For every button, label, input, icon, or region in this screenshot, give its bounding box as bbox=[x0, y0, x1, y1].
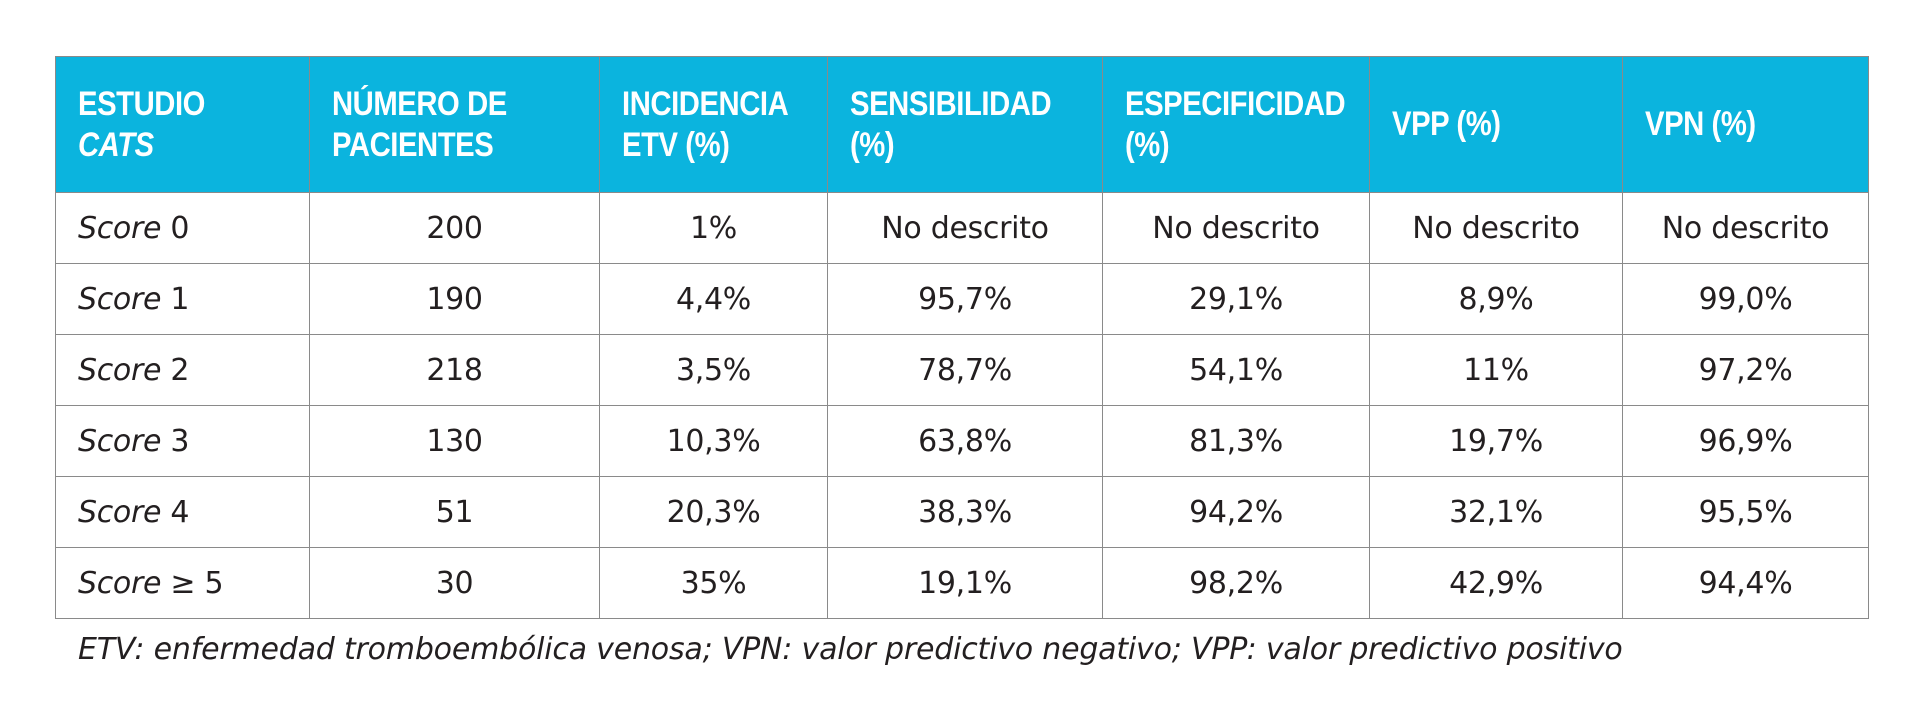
header-vpn: VPN (%) bbox=[1622, 56, 1869, 193]
cell-score: Score 3 bbox=[55, 405, 310, 477]
cell-sensitivity: 19,1% bbox=[827, 547, 1103, 619]
score-value: 4 bbox=[161, 494, 190, 530]
header-vpn-label: VPN (%) bbox=[1645, 105, 1756, 144]
cell-ppv: 11% bbox=[1369, 334, 1623, 406]
cell-patients: 130 bbox=[309, 405, 600, 477]
cell-incidence: 4,4% bbox=[599, 263, 828, 335]
score-word: Score bbox=[78, 423, 162, 459]
score-word: Score bbox=[78, 494, 162, 530]
table-row: Score 4 51 20,3% 38,3% 94,2% 32,1% 95,5% bbox=[55, 476, 1869, 548]
cell-sensitivity: 78,7% bbox=[827, 334, 1103, 406]
score-value: ≥ 5 bbox=[161, 565, 224, 601]
cell-sensitivity: No descrito bbox=[827, 192, 1103, 264]
header-incidencia-etv-label: INCIDENCIA ETV (%) bbox=[622, 84, 789, 164]
header-especificidad: ESPECIFICIDAD (%) bbox=[1102, 56, 1370, 193]
cell-specificity: 29,1% bbox=[1102, 263, 1370, 335]
header-vpp: VPP (%) bbox=[1369, 56, 1623, 193]
cell-npv: 97,2% bbox=[1622, 334, 1869, 406]
table-row: Score 3 130 10,3% 63,8% 81,3% 19,7% 96,9… bbox=[55, 405, 1869, 477]
score-value: 2 bbox=[161, 352, 190, 388]
header-numero-pacientes-label: NÚMERO DE PACIENTES bbox=[332, 84, 507, 164]
cell-score: Score 1 bbox=[55, 263, 310, 335]
cell-incidence: 10,3% bbox=[599, 405, 828, 477]
table-row: Score 0 200 1% No descrito No descrito N… bbox=[55, 192, 1869, 264]
score-value: 3 bbox=[161, 423, 190, 459]
cell-patients: 51 bbox=[309, 476, 600, 548]
score-word: Score bbox=[78, 352, 162, 388]
cell-incidence: 20,3% bbox=[599, 476, 828, 548]
cell-npv: 99,0% bbox=[1622, 263, 1869, 335]
cell-ppv: No descrito bbox=[1369, 192, 1623, 264]
header-sensibilidad: SENSIBILIDAD (%) bbox=[827, 56, 1103, 193]
cell-ppv: 8,9% bbox=[1369, 263, 1623, 335]
header-incidencia-etv: INCIDENCIA ETV (%) bbox=[599, 56, 828, 193]
header-estudio-label: ESTUDIO bbox=[78, 84, 205, 123]
cell-sensitivity: 38,3% bbox=[827, 476, 1103, 548]
cell-score: Score 2 bbox=[55, 334, 310, 406]
header-especificidad-label: ESPECIFICIDAD (%) bbox=[1125, 84, 1346, 164]
score-word: Score bbox=[78, 210, 162, 246]
table-row: Score 2 218 3,5% 78,7% 54,1% 11% 97,2% bbox=[55, 334, 1869, 406]
cell-score: Score ≥ 5 bbox=[55, 547, 310, 619]
cell-npv: 94,4% bbox=[1622, 547, 1869, 619]
table-header: ESTUDIO CATS NÚMERO DE PACIENTES INCIDEN… bbox=[55, 56, 1869, 193]
score-value: 0 bbox=[161, 210, 190, 246]
score-word: Score bbox=[78, 565, 162, 601]
cats-score-table: ESTUDIO CATS NÚMERO DE PACIENTES INCIDEN… bbox=[55, 56, 1869, 619]
cell-incidence: 35% bbox=[599, 547, 828, 619]
header-row: ESTUDIO CATS NÚMERO DE PACIENTES INCIDEN… bbox=[55, 56, 1869, 193]
cell-ppv: 32,1% bbox=[1369, 476, 1623, 548]
cell-sensitivity: 95,7% bbox=[827, 263, 1103, 335]
cell-specificity: No descrito bbox=[1102, 192, 1370, 264]
header-numero-pacientes: NÚMERO DE PACIENTES bbox=[309, 56, 600, 193]
cats-score-table-container: ESTUDIO CATS NÚMERO DE PACIENTES INCIDEN… bbox=[55, 56, 1869, 619]
cell-specificity: 81,3% bbox=[1102, 405, 1370, 477]
cell-patients: 218 bbox=[309, 334, 600, 406]
table-row: Score ≥ 5 30 35% 19,1% 98,2% 42,9% 94,4% bbox=[55, 547, 1869, 619]
cell-patients: 190 bbox=[309, 263, 600, 335]
cell-npv: 95,5% bbox=[1622, 476, 1869, 548]
table-footnote: ETV: enfermedad tromboembólica venosa; V… bbox=[78, 632, 1623, 667]
header-sensibilidad-label: SENSIBILIDAD (%) bbox=[850, 84, 1052, 164]
score-word: Score bbox=[78, 281, 162, 317]
table-body: Score 0 200 1% No descrito No descrito N… bbox=[55, 192, 1869, 619]
cell-npv: 96,9% bbox=[1622, 405, 1869, 477]
cell-incidence: 3,5% bbox=[599, 334, 828, 406]
cell-specificity: 54,1% bbox=[1102, 334, 1370, 406]
header-cats-label: CATS bbox=[78, 125, 154, 164]
cell-specificity: 94,2% bbox=[1102, 476, 1370, 548]
table-row: Score 1 190 4,4% 95,7% 29,1% 8,9% 99,0% bbox=[55, 263, 1869, 335]
cell-incidence: 1% bbox=[599, 192, 828, 264]
cell-ppv: 19,7% bbox=[1369, 405, 1623, 477]
cell-specificity: 98,2% bbox=[1102, 547, 1370, 619]
cell-patients: 200 bbox=[309, 192, 600, 264]
header-vpp-label: VPP (%) bbox=[1392, 105, 1501, 144]
cell-patients: 30 bbox=[309, 547, 600, 619]
header-estudio-cats: ESTUDIO CATS bbox=[55, 56, 310, 193]
cell-ppv: 42,9% bbox=[1369, 547, 1623, 619]
cell-score: Score 0 bbox=[55, 192, 310, 264]
cell-npv: No descrito bbox=[1622, 192, 1869, 264]
cell-sensitivity: 63,8% bbox=[827, 405, 1103, 477]
cell-score: Score 4 bbox=[55, 476, 310, 548]
score-value: 1 bbox=[161, 281, 190, 317]
